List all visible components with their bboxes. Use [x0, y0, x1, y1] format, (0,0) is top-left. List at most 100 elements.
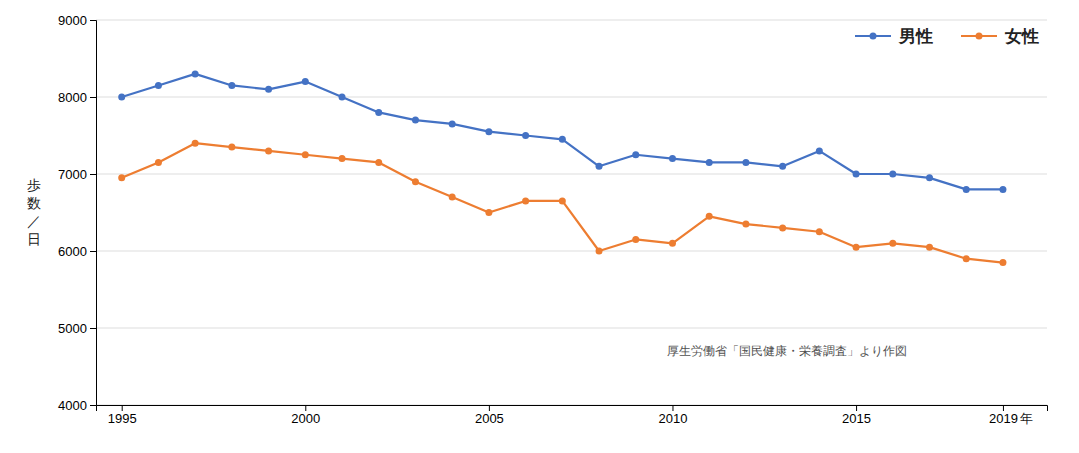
marker — [192, 70, 199, 77]
tick: 1995 — [108, 405, 137, 426]
legend-swatch — [870, 33, 877, 40]
marker — [853, 171, 860, 178]
y-axis-label-line: 数 — [27, 195, 41, 211]
marker — [449, 194, 456, 201]
tick-label: 8000 — [58, 90, 87, 105]
marker — [779, 224, 786, 231]
tick: 9000 — [58, 13, 96, 28]
marker — [816, 147, 823, 154]
tick: 8000 — [58, 90, 96, 105]
marker — [228, 144, 235, 151]
marker — [118, 174, 125, 181]
marker — [963, 255, 970, 262]
tick-mark — [305, 405, 306, 411]
tick-mark — [90, 20, 96, 21]
tick-label: 2010 — [659, 411, 688, 426]
tick-mark — [1003, 405, 1004, 411]
x-axis: 1995 2000 2005 2010 2015 2019 — [97, 405, 1048, 426]
tick-label: 6000 — [58, 244, 87, 259]
axis-line — [90, 21, 97, 406]
tick-mark — [856, 405, 857, 411]
marker — [155, 82, 162, 89]
marker — [375, 109, 382, 116]
marker — [559, 197, 566, 204]
tick-mark — [90, 251, 96, 252]
tick-mark — [90, 328, 96, 329]
tick-label: 1995 — [108, 411, 137, 426]
marker — [302, 78, 309, 85]
marker — [669, 240, 676, 247]
marker — [596, 163, 603, 170]
axis-line — [97, 406, 1048, 412]
marker — [228, 82, 235, 89]
marker — [155, 159, 162, 166]
marker — [449, 120, 456, 127]
y-axis-label-line: 日 — [27, 231, 41, 247]
tick-label: 4000 — [58, 398, 87, 413]
tick-mark — [489, 405, 490, 411]
marker — [118, 94, 125, 101]
x-axis-label: 年 — [1020, 411, 1033, 426]
tick-label: 2000 — [291, 411, 320, 426]
tick: 2005 — [475, 405, 504, 426]
chart: 1995 2000 2005 2010 2015 2019 4000 5000 6000 7000… — [0, 0, 1079, 453]
marker — [485, 128, 492, 135]
data — [118, 70, 1006, 266]
marker — [485, 209, 492, 216]
legend-item: 女性 — [961, 26, 1039, 46]
marker — [632, 236, 639, 243]
marker — [742, 221, 749, 228]
legend-label: 男性 — [898, 26, 933, 46]
marker — [522, 132, 529, 139]
tick: 4000 — [58, 398, 96, 413]
marker — [265, 147, 272, 154]
legend-label: 女性 — [1004, 26, 1039, 46]
marker — [192, 140, 199, 147]
marker — [302, 151, 309, 158]
marker — [889, 240, 896, 247]
tick-mark — [672, 405, 673, 411]
tick: 5000 — [58, 321, 96, 336]
marker — [706, 159, 713, 166]
tick-label: 2019 — [989, 411, 1018, 426]
marker — [816, 228, 823, 235]
marker — [669, 155, 676, 162]
marker — [596, 248, 603, 255]
tick-label: 5000 — [58, 321, 87, 336]
tick-label: 2015 — [842, 411, 871, 426]
tick: 6000 — [58, 244, 96, 259]
marker — [779, 163, 786, 170]
marker — [559, 136, 566, 143]
series — [118, 70, 1006, 192]
grid — [96, 20, 1047, 405]
marker — [706, 213, 713, 220]
line — [122, 74, 1003, 189]
marker — [853, 244, 860, 251]
tick-mark — [90, 405, 96, 406]
marker — [265, 86, 272, 93]
marker — [999, 186, 1006, 193]
legend-swatch — [976, 33, 983, 40]
annotation: 厚生労働省「国民健康・栄養調査」より作図 — [667, 344, 907, 358]
tick: 7000 — [58, 167, 96, 182]
marker — [926, 244, 933, 251]
tick: 2000 — [291, 405, 320, 426]
tick-label: 7000 — [58, 167, 87, 182]
marker — [412, 117, 419, 124]
y-axis: 4000 5000 6000 7000 8000 9000 — [58, 13, 96, 413]
marker — [339, 155, 346, 162]
legend: 男性 女性 — [855, 26, 1039, 46]
marker — [412, 178, 419, 185]
grid-line — [96, 328, 1047, 329]
tick-mark — [90, 174, 96, 175]
marker — [522, 197, 529, 204]
tick-label: 2005 — [475, 411, 504, 426]
tick-mark — [122, 405, 123, 411]
marker — [963, 186, 970, 193]
y-axis-label-line: ／ — [27, 213, 41, 229]
plot-area: 1995 2000 2005 2010 2015 2019 4000 5000 6000 7000… — [58, 13, 1047, 427]
grid-line — [96, 251, 1047, 252]
tick: 2015 — [842, 405, 871, 426]
tick-mark — [90, 97, 96, 98]
marker — [889, 171, 896, 178]
